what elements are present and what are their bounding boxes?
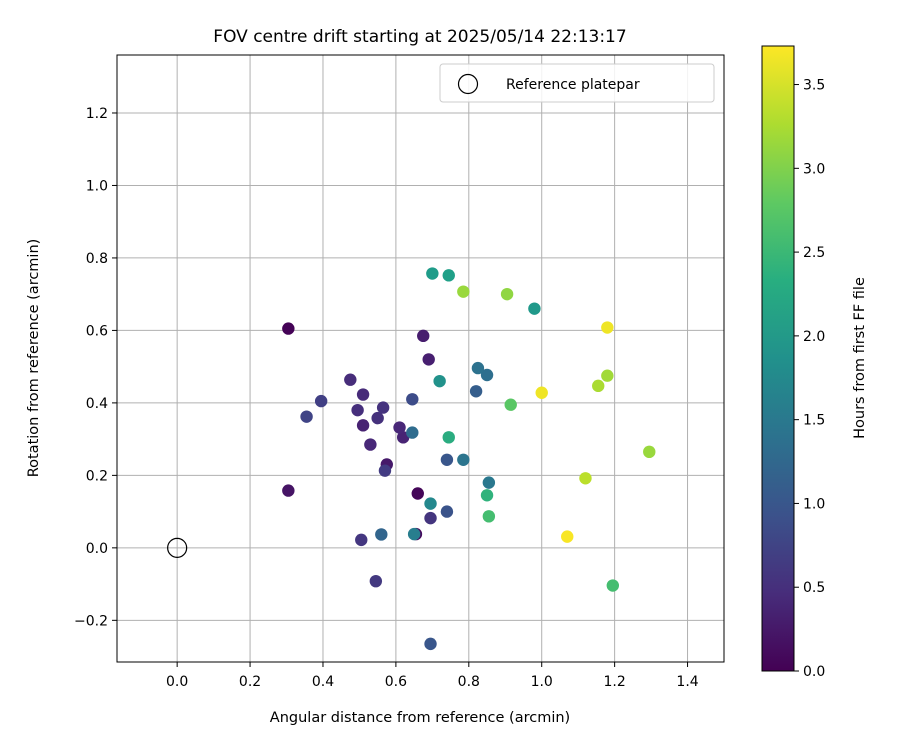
data-point — [417, 329, 430, 343]
colorbar-tick-label: 1.5 — [803, 413, 825, 429]
data-point — [282, 484, 295, 497]
data-point — [643, 445, 656, 459]
data-point — [355, 533, 368, 547]
data-point — [535, 386, 548, 399]
colorbar-tick-label: 2.5 — [803, 245, 825, 261]
x-tick-label: 0.0 — [166, 674, 188, 690]
data-point — [442, 269, 455, 282]
legend: Reference platepar — [439, 63, 715, 103]
colorbar-tick-label: 3.5 — [803, 78, 825, 94]
y-tick-label: 0.4 — [86, 396, 108, 412]
data-point — [601, 321, 614, 334]
reference-marker — [167, 537, 188, 558]
data-point — [351, 403, 364, 417]
data-point — [376, 401, 390, 414]
data-point — [344, 373, 357, 386]
data-point — [606, 579, 620, 592]
data-point — [424, 511, 437, 525]
y-tick-label: 0.6 — [86, 323, 108, 339]
colorbar-tick-label: 1.0 — [803, 496, 825, 512]
data-point — [442, 431, 455, 444]
x-tick-label: 1.2 — [603, 674, 625, 690]
data-point — [375, 528, 388, 541]
data-point — [457, 285, 470, 298]
data-point — [282, 322, 295, 335]
x-tick-label: 0.8 — [458, 674, 480, 690]
colorbar-tick-label: 2.0 — [803, 329, 825, 345]
data-point — [356, 388, 370, 401]
data-point — [469, 385, 483, 398]
x-axis-label: Angular distance from reference (arcmin) — [270, 710, 570, 726]
legend-reference-icon — [457, 73, 479, 95]
data-point — [424, 637, 437, 651]
data-point — [480, 368, 494, 382]
data-point — [561, 530, 574, 543]
data-point — [411, 487, 424, 500]
colorbar-tick-label: 0.0 — [803, 664, 825, 680]
data-point — [393, 421, 406, 434]
data-point — [364, 438, 377, 451]
legend-label: Reference platepar — [506, 77, 640, 93]
data-point — [406, 393, 419, 406]
y-tick-label: 0.2 — [86, 468, 108, 484]
data-point — [314, 394, 328, 408]
y-axis-label: Rotation from reference (arcmin) — [26, 239, 42, 478]
y-tick-label: 0.0 — [86, 541, 108, 557]
data-point — [480, 489, 494, 502]
data-point — [440, 453, 454, 466]
data-point — [482, 510, 496, 523]
y-axis-ticks: −0.2 0.0 0.2 0.4 0.6 0.8 1.0 1.2 — [74, 106, 117, 629]
data-point — [371, 411, 384, 425]
x-tick-label: 0.2 — [239, 674, 261, 690]
data-point — [504, 398, 517, 411]
x-tick-label: 1.0 — [531, 674, 553, 690]
x-tick-label: 0.6 — [385, 674, 407, 690]
data-point — [406, 426, 419, 439]
data-point — [601, 369, 614, 382]
data-point — [433, 374, 446, 388]
colorbar-tick-label: 3.0 — [803, 161, 825, 177]
x-tick-label: 0.4 — [312, 674, 334, 690]
data-point — [579, 472, 592, 485]
data-point — [424, 497, 437, 510]
x-tick-label: 1.4 — [676, 674, 698, 690]
colorbar-label: Hours from first FF file — [852, 277, 868, 439]
data-point — [471, 361, 485, 375]
data-point — [592, 379, 605, 393]
y-tick-label: −0.2 — [74, 613, 108, 629]
data-point — [300, 410, 313, 423]
colorbar-ticks: 0.0 0.5 1.0 1.5 2.0 2.5 3.0 3.5 — [794, 78, 825, 680]
data-point — [396, 431, 410, 444]
data-point — [378, 464, 392, 477]
x-axis-ticks: 0.0 0.2 0.4 0.6 0.8 1.0 1.2 1.4 — [166, 662, 699, 690]
data-point — [457, 453, 470, 466]
data-point — [426, 267, 439, 280]
y-tick-label: 1.2 — [86, 106, 108, 122]
data-point — [482, 476, 496, 489]
data-point — [440, 505, 454, 518]
colorbar-gradient — [761, 45, 795, 672]
colorbar: 0.0 0.5 1.0 1.5 2.0 2.5 3.0 3.5 Hours from firs… — [761, 45, 868, 680]
y-tick-label: 0.8 — [86, 251, 108, 267]
plot-frame — [116, 54, 725, 663]
colorbar-tick-label: 0.5 — [803, 580, 825, 596]
data-point — [407, 527, 421, 541]
legend-box — [439, 63, 715, 103]
grid-lines — [117, 55, 724, 662]
data-point — [422, 353, 435, 366]
data-point — [500, 287, 514, 301]
data-points — [282, 267, 656, 651]
y-tick-label: 1.0 — [86, 178, 108, 194]
data-point — [528, 302, 541, 315]
reference-point — [167, 537, 188, 558]
data-point — [356, 419, 370, 432]
data-point — [369, 574, 383, 588]
chart-title: FOV centre drift starting at 2025/05/14 … — [213, 27, 626, 47]
